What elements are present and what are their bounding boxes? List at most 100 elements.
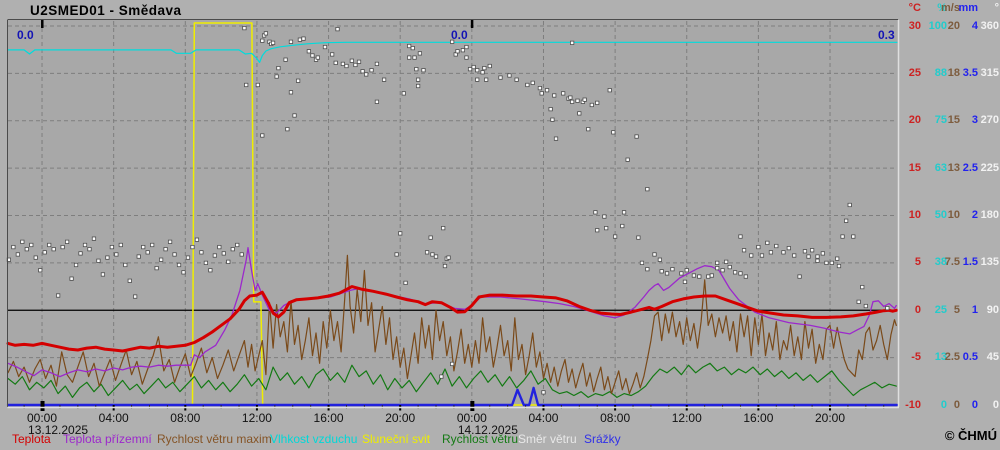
right-axis-value: 7.5 bbox=[944, 256, 960, 269]
wind-direction-dot bbox=[768, 250, 774, 255]
right-axis-value: 2 bbox=[971, 209, 978, 221]
series-rychlost-v-tru-maxim bbox=[7, 254, 897, 395]
wind-direction-dot bbox=[835, 256, 840, 261]
wind-direction-dot bbox=[450, 361, 455, 367]
wind-direction-dot bbox=[759, 253, 765, 258]
wind-direction-dot bbox=[412, 55, 417, 60]
wind-direction-dot bbox=[190, 244, 195, 250]
wind-direction-dot bbox=[645, 187, 650, 192]
wind-direction-dot bbox=[127, 278, 132, 283]
wind-direction-dot bbox=[398, 231, 403, 236]
right-axis-value: 30 bbox=[908, 19, 921, 32]
wind-direction-dot bbox=[208, 268, 213, 273]
wind-direction-dot bbox=[441, 226, 446, 231]
wind-direction-dot bbox=[369, 68, 374, 73]
wind-direction-dot bbox=[856, 299, 861, 304]
wind-direction-dot bbox=[133, 294, 138, 299]
wind-direction-dot bbox=[73, 262, 79, 268]
wind-direction-dot bbox=[416, 83, 421, 89]
wind-direction-dot bbox=[239, 252, 244, 257]
time-label: 08:00 bbox=[600, 411, 631, 425]
time-label: 12:00 bbox=[671, 411, 702, 425]
wind-direction-dot bbox=[64, 239, 70, 244]
wind-direction-dot bbox=[575, 98, 580, 103]
wind-direction-dot bbox=[292, 113, 297, 118]
wind-direction-dot bbox=[340, 61, 345, 67]
wind-direction-dot bbox=[374, 61, 380, 67]
legend-item-teplota-p-zemn-: Teplota přízemní bbox=[63, 432, 152, 446]
right-axis-value: 1.5 bbox=[962, 256, 978, 269]
time-label: 04:00 bbox=[98, 411, 129, 425]
legend-item-slune-n-svit: Sluneční svit bbox=[362, 432, 431, 446]
right-axis-value: 13 bbox=[947, 161, 960, 174]
right-axis-value: 20 bbox=[947, 19, 960, 32]
wind-direction-dot bbox=[217, 244, 222, 250]
right-axis-value: 25 bbox=[908, 66, 921, 79]
wind-direction-dot bbox=[159, 257, 164, 262]
wind-direction-dot bbox=[260, 38, 265, 43]
wind-direction-dot bbox=[154, 266, 159, 271]
series-rychlost-v-tru bbox=[7, 362, 897, 398]
wind-direction-dot bbox=[733, 270, 738, 275]
wind-direction-dot bbox=[167, 239, 173, 244]
wind-direction-dot bbox=[315, 55, 320, 60]
wind-direction-dot bbox=[621, 210, 627, 215]
right-axis-value: 20 bbox=[908, 114, 921, 127]
wind-direction-dot bbox=[709, 273, 714, 278]
right-axis-value: 45 bbox=[986, 351, 999, 364]
legend-item-sm-r-v-tru: Směr větru bbox=[518, 432, 577, 446]
wind-direction-dot bbox=[446, 255, 451, 260]
wind-direction-dot bbox=[181, 270, 186, 275]
wind-direction-dot bbox=[670, 267, 675, 272]
wind-direction-dot bbox=[480, 70, 485, 75]
wind-direction-dot bbox=[464, 55, 469, 60]
wind-direction-dot bbox=[715, 266, 720, 271]
right-axis-value: 10 bbox=[947, 209, 960, 221]
right-axis-value: 0 bbox=[940, 398, 947, 411]
wind-direction-dot bbox=[255, 82, 260, 88]
right-axis-value: 225 bbox=[980, 161, 999, 174]
wind-direction-dot bbox=[416, 77, 421, 82]
wind-direction-dot bbox=[283, 57, 288, 62]
wind-direction-dot bbox=[235, 242, 240, 248]
wind-direction-dot bbox=[260, 133, 265, 138]
wind-direction-dot bbox=[333, 60, 338, 65]
right-axis-value: 0 bbox=[971, 398, 978, 411]
wind-direction-dot bbox=[91, 236, 97, 241]
legend-item-rychlost-v-tru-maxim: Rychlost větru maxim bbox=[157, 432, 272, 446]
wind-direction-dot bbox=[335, 27, 340, 32]
wind-direction-dot bbox=[288, 90, 294, 95]
right-axis-value: 3.5 bbox=[962, 66, 978, 79]
wind-direction-dot bbox=[297, 37, 303, 42]
legend-item-sr-ky: Srážky bbox=[584, 432, 621, 446]
wind-direction-dot bbox=[288, 39, 294, 44]
wind-direction-dot bbox=[15, 252, 20, 257]
right-axis-value: 5 bbox=[914, 256, 921, 269]
wind-direction-dot bbox=[697, 274, 702, 279]
right-axis-header: °C bbox=[908, 2, 921, 14]
time-label: 00:00 bbox=[27, 411, 58, 425]
wind-direction-dot bbox=[123, 262, 128, 268]
wind-direction-dot bbox=[374, 99, 380, 104]
wind-direction-dot bbox=[344, 63, 349, 69]
precip-total-label: 0.0 bbox=[451, 28, 468, 42]
series-teplota bbox=[6, 285, 898, 353]
wind-direction-dot bbox=[541, 390, 546, 395]
wind-direction-dot bbox=[595, 228, 600, 233]
wind-direction-dot bbox=[802, 249, 808, 254]
wind-direction-dot bbox=[421, 68, 426, 73]
wind-direction-dot bbox=[797, 274, 802, 279]
wind-direction-dot bbox=[403, 280, 408, 285]
wind-direction-dot bbox=[263, 31, 268, 36]
wind-direction-dot bbox=[498, 75, 503, 80]
right-axis-value: 10 bbox=[908, 209, 921, 221]
precip-total-label: 0.0 bbox=[17, 28, 34, 42]
wind-direction-dot bbox=[625, 157, 630, 162]
wind-direction-dot bbox=[29, 242, 34, 248]
wind-direction-dot bbox=[60, 244, 65, 250]
wind-direction-dot bbox=[199, 250, 204, 255]
wind-direction-dot bbox=[51, 247, 56, 252]
wind-direction-dot bbox=[553, 136, 559, 141]
wind-direction-dot bbox=[296, 78, 301, 83]
